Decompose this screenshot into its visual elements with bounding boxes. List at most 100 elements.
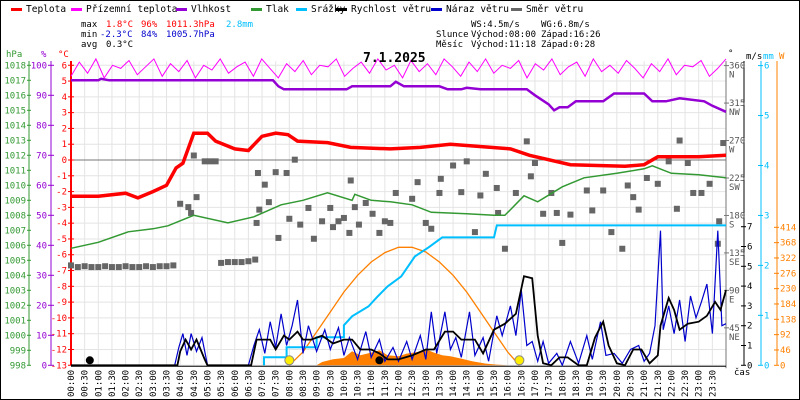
- wind-direction-point: [665, 158, 672, 165]
- axis-unit-celsius: °C: [58, 50, 69, 60]
- stat-max-hum: 96%: [141, 20, 158, 30]
- time-tick-label: 15:00: [476, 370, 486, 397]
- solar-tick-label: 184: [780, 300, 796, 310]
- wind-direction-point: [297, 221, 304, 228]
- time-tick-label: 15:30: [490, 370, 500, 397]
- axis-unit-hpa: hPa: [6, 50, 23, 60]
- wind-tick-label: 6: [747, 243, 752, 253]
- legend-swatch: [176, 8, 187, 11]
- stat-max-label: max: [81, 20, 98, 30]
- legend-label: Přízemní teplota: [86, 4, 178, 15]
- wind-direction-point: [676, 137, 683, 144]
- wind-direction-point: [340, 214, 347, 221]
- direction-tick-label: 360: [729, 62, 745, 72]
- wind-direction-point: [436, 189, 443, 196]
- temperature-tick-label: 1: [62, 140, 67, 150]
- wind-direction-point: [136, 264, 143, 271]
- wind-direction-point: [501, 245, 508, 252]
- humidity-tick-label: 0: [42, 361, 47, 371]
- pressure-tick-label: 1015: [4, 106, 26, 116]
- wind-direction-point: [245, 258, 252, 265]
- axis-unit-ms: m/s: [746, 52, 763, 62]
- wind-direction-point: [207, 158, 214, 165]
- wind-direction-point: [275, 234, 282, 241]
- wind-direction-point: [482, 170, 489, 177]
- wind-direction-point: [212, 158, 219, 165]
- wind-tick-label: 3: [747, 302, 752, 312]
- wind-direction-point: [291, 156, 298, 163]
- temperature-tick-label: -3: [56, 203, 67, 213]
- stat-min-pres: 1005.7hPa: [166, 30, 215, 40]
- moonset-marker: [85, 356, 94, 365]
- wind-direction-point: [559, 239, 566, 246]
- wind-direction-point: [512, 189, 519, 196]
- wind-direction-point: [177, 200, 184, 207]
- wind-direction-point: [347, 177, 354, 184]
- legend-item: Směr větru: [511, 4, 583, 15]
- wind-direction-point: [193, 194, 200, 201]
- wind-direction-point: [422, 219, 429, 226]
- wind-direction-point: [463, 158, 470, 165]
- solar-tick-label: 276: [780, 269, 796, 279]
- wind-direction-point: [690, 189, 697, 196]
- time-tick-label: 08:00: [285, 370, 295, 397]
- direction-tick-label: 180: [729, 211, 745, 221]
- info-sunrise: Východ:08:00: [471, 30, 537, 40]
- temperature-tick-label: 4: [62, 93, 67, 103]
- chart-title: 7.1.2025: [363, 51, 426, 66]
- wind-direction-point: [319, 218, 326, 225]
- sunset-marker: [514, 355, 525, 366]
- wind-direction-point: [163, 263, 170, 270]
- wind-direction-point: [643, 174, 650, 181]
- direction-compass-label: S: [729, 220, 734, 230]
- legend-item: Náraz větru: [431, 4, 509, 15]
- pressure-tick-label: 1004: [4, 271, 26, 281]
- wind-direction-point: [600, 187, 607, 194]
- legend-swatch: [511, 8, 522, 11]
- pressure-tick-label: 1017: [4, 76, 26, 86]
- temperature-tick-label: -9: [56, 298, 67, 308]
- wind-direction-point: [553, 209, 560, 216]
- time-tick-label: 17:30: [545, 370, 555, 397]
- wind-tick-label: 2: [747, 322, 752, 332]
- wind-direction-point: [327, 204, 334, 211]
- legend-label: Rychlost větru: [351, 4, 432, 15]
- temperature-tick-label: 2: [62, 124, 67, 134]
- wind-direction-point: [387, 219, 394, 226]
- solar-tick-label: 230: [780, 285, 796, 295]
- time-tick-label: 22:30: [681, 370, 691, 397]
- direction-tick-label: 315: [729, 99, 745, 109]
- info-sunset: Západ:16:26: [541, 30, 601, 40]
- legend-swatch: [296, 8, 307, 11]
- stat-min-hum: 84%: [141, 30, 158, 40]
- wind-direction-point: [608, 229, 615, 236]
- solar-theoretical-line: [288, 246, 520, 366]
- direction-compass-label: N: [729, 71, 734, 81]
- wind-direction-point: [624, 182, 631, 189]
- time-tick-label: 21:30: [654, 370, 664, 397]
- time-tick-label: 22:00: [667, 370, 677, 397]
- wind-direction-point: [716, 218, 723, 225]
- wind-direction-point: [218, 259, 225, 266]
- wind-direction-point: [493, 184, 500, 191]
- wind-direction-point: [376, 229, 383, 236]
- solar-tick-label: 46: [780, 346, 791, 356]
- wind-direction-point: [346, 229, 353, 236]
- pressure-tick-label: 1014: [4, 121, 26, 131]
- time-tick-label: 00:00: [67, 370, 77, 397]
- wind-direction-point: [310, 235, 317, 242]
- direction-compass-label: SE: [729, 258, 740, 268]
- time-tick-label: 10:00: [340, 370, 350, 397]
- direction-tick-label: 135: [729, 249, 745, 259]
- time-tick-label: 00:30: [81, 370, 91, 397]
- wind-direction-point: [381, 218, 388, 225]
- direction-compass-label: W: [729, 146, 735, 156]
- temperature-tick-label: -4: [56, 219, 67, 229]
- wind-speed-line: [71, 275, 727, 367]
- temperature-tick-label: 6: [62, 61, 67, 71]
- wind-direction-point: [414, 179, 421, 186]
- wind-direction-point: [88, 264, 95, 271]
- rain-tick-label: 3: [764, 211, 769, 221]
